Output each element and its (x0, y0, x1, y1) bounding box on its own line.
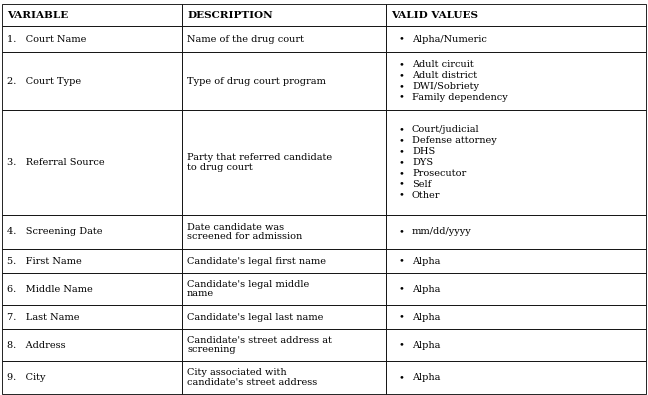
Bar (386, 249, 646, 273)
Text: DYS: DYS (412, 158, 433, 167)
Bar (386, 305, 646, 329)
Text: •: • (398, 147, 404, 156)
Text: 6.   Middle Name: 6. Middle Name (7, 284, 93, 293)
Bar (2, 273, 182, 305)
Text: •: • (398, 34, 404, 43)
Text: Alpha/Numeric: Alpha/Numeric (412, 34, 487, 43)
Text: DHS: DHS (412, 147, 435, 156)
Text: City associated with: City associated with (187, 368, 286, 377)
Bar (386, 26, 646, 52)
Text: Candidate's legal middle: Candidate's legal middle (187, 280, 309, 289)
Text: Court/judicial: Court/judicial (412, 126, 480, 134)
Text: 7.   Last Name: 7. Last Name (7, 312, 80, 322)
Text: Defense attorney: Defense attorney (412, 136, 497, 145)
Text: •: • (398, 169, 404, 178)
Bar (182, 361, 386, 394)
Text: 4.   Screening Date: 4. Screening Date (7, 228, 102, 237)
Text: Alpha: Alpha (412, 256, 441, 265)
Text: 9.   City: 9. City (7, 373, 45, 382)
Text: candidate's street address: candidate's street address (187, 378, 318, 387)
Bar (182, 4, 386, 26)
Text: Prosecutor: Prosecutor (412, 169, 467, 178)
Text: Self: Self (412, 180, 432, 189)
Text: 8.   Address: 8. Address (7, 340, 65, 350)
Bar (386, 361, 646, 394)
Text: •: • (398, 312, 404, 322)
Bar (2, 329, 182, 361)
Bar (2, 26, 182, 52)
Text: Adult circuit: Adult circuit (412, 60, 474, 69)
Text: •: • (398, 340, 404, 350)
Bar (182, 110, 386, 215)
Bar (386, 215, 646, 249)
Bar (2, 4, 182, 26)
Text: 2.   Court Type: 2. Court Type (7, 77, 81, 85)
Bar (182, 52, 386, 110)
Text: •: • (398, 284, 404, 293)
Text: •: • (398, 126, 404, 134)
Bar (386, 52, 646, 110)
Bar (182, 215, 386, 249)
Text: Alpha: Alpha (412, 373, 441, 382)
Text: Date candidate was: Date candidate was (187, 223, 284, 231)
Text: •: • (398, 82, 404, 91)
Text: screened for admission: screened for admission (187, 232, 302, 241)
Bar (182, 249, 386, 273)
Text: •: • (398, 190, 404, 199)
Bar (2, 249, 182, 273)
Bar (182, 305, 386, 329)
Bar (182, 26, 386, 52)
Bar (386, 4, 646, 26)
Text: Candidate's street address at: Candidate's street address at (187, 336, 332, 344)
Text: Adult district: Adult district (412, 71, 477, 80)
Text: •: • (398, 93, 404, 102)
Text: •: • (398, 373, 404, 382)
Text: mm/dd/yyyy: mm/dd/yyyy (412, 228, 472, 237)
Text: name: name (187, 290, 214, 298)
Text: Candidate's legal first name: Candidate's legal first name (187, 256, 326, 265)
Text: •: • (398, 71, 404, 80)
Bar (2, 361, 182, 394)
Text: VARIABLE: VARIABLE (7, 11, 68, 19)
Text: DWI/Sobriety: DWI/Sobriety (412, 82, 479, 91)
Bar (2, 305, 182, 329)
Bar (182, 273, 386, 305)
Text: Other: Other (412, 190, 441, 199)
Bar (386, 273, 646, 305)
Text: •: • (398, 228, 404, 237)
Text: 5.   First Name: 5. First Name (7, 256, 82, 265)
Text: •: • (398, 256, 404, 265)
Text: Alpha: Alpha (412, 340, 441, 350)
Text: •: • (398, 158, 404, 167)
Bar (386, 110, 646, 215)
Bar (2, 110, 182, 215)
Bar (386, 329, 646, 361)
Text: •: • (398, 136, 404, 145)
Text: Alpha: Alpha (412, 284, 441, 293)
Text: •: • (398, 60, 404, 69)
Text: VALID VALUES: VALID VALUES (391, 11, 478, 19)
Text: Name of the drug court: Name of the drug court (187, 34, 304, 43)
Bar (2, 52, 182, 110)
Text: to drug court: to drug court (187, 163, 253, 172)
Text: Party that referred candidate: Party that referred candidate (187, 153, 332, 162)
Bar (2, 215, 182, 249)
Text: DESCRIPTION: DESCRIPTION (187, 11, 273, 19)
Text: screening: screening (187, 345, 236, 354)
Text: Family dependency: Family dependency (412, 93, 508, 102)
Text: •: • (398, 180, 404, 189)
Text: Candidate's legal last name: Candidate's legal last name (187, 312, 323, 322)
Bar (182, 329, 386, 361)
Text: Type of drug court program: Type of drug court program (187, 77, 326, 85)
Text: 1.   Court Name: 1. Court Name (7, 34, 86, 43)
Text: 3.   Referral Source: 3. Referral Source (7, 158, 104, 167)
Text: Alpha: Alpha (412, 312, 441, 322)
